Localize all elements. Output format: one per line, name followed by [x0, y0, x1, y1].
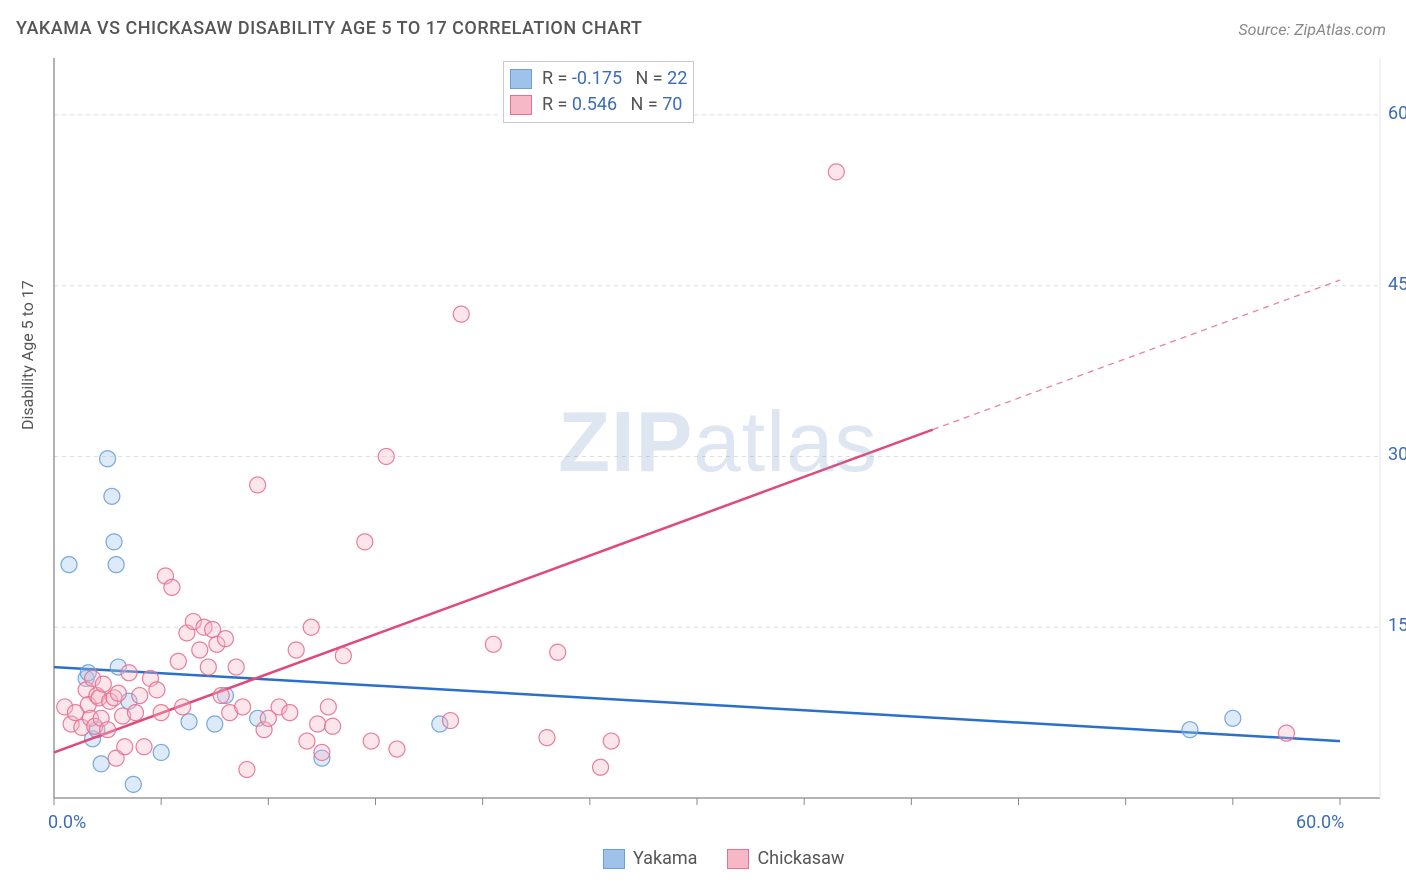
series-label-chickasaw: Chickasaw — [757, 848, 844, 869]
legend-swatch-yakama — [510, 69, 532, 89]
axis-tick-label: 45.0% — [1388, 274, 1406, 295]
correlation-legend: R = -0.175 N = 22R = 0.546 N = 70 — [503, 61, 694, 123]
source-attribution: Source: ZipAtlas.com — [1238, 20, 1386, 39]
axis-tick-label: 15.0% — [1388, 615, 1406, 636]
axis-tick-label: 0.0% — [48, 812, 86, 833]
legend-row-chickasaw: R = 0.546 N = 70 — [510, 92, 687, 118]
axis-tick-label: 60.0% — [1296, 812, 1344, 833]
series-legend-yakama: Yakama — [603, 848, 697, 869]
scatter-chart: ZIPatlas R = -0.175 N = 22R = 0.546 N = … — [48, 58, 1388, 828]
legend-swatch-chickasaw — [510, 95, 532, 115]
series-swatch-yakama — [603, 849, 625, 869]
legend-row-yakama: R = -0.175 N = 22 — [510, 66, 687, 92]
series-label-yakama: Yakama — [633, 848, 697, 869]
series-legend-chickasaw: Chickasaw — [727, 848, 844, 869]
chart-svg — [48, 58, 1388, 828]
axis-tick-label: 30.0% — [1388, 444, 1406, 465]
y-axis-label: Disability Age 5 to 17 — [18, 280, 37, 430]
series-legend: Yakama Chickasaw — [603, 848, 844, 869]
series-swatch-chickasaw — [727, 849, 749, 869]
chart-title: YAKAMA VS CHICKASAW DISABILITY AGE 5 TO … — [16, 18, 642, 39]
axis-tick-label: 60.0% — [1388, 103, 1406, 124]
